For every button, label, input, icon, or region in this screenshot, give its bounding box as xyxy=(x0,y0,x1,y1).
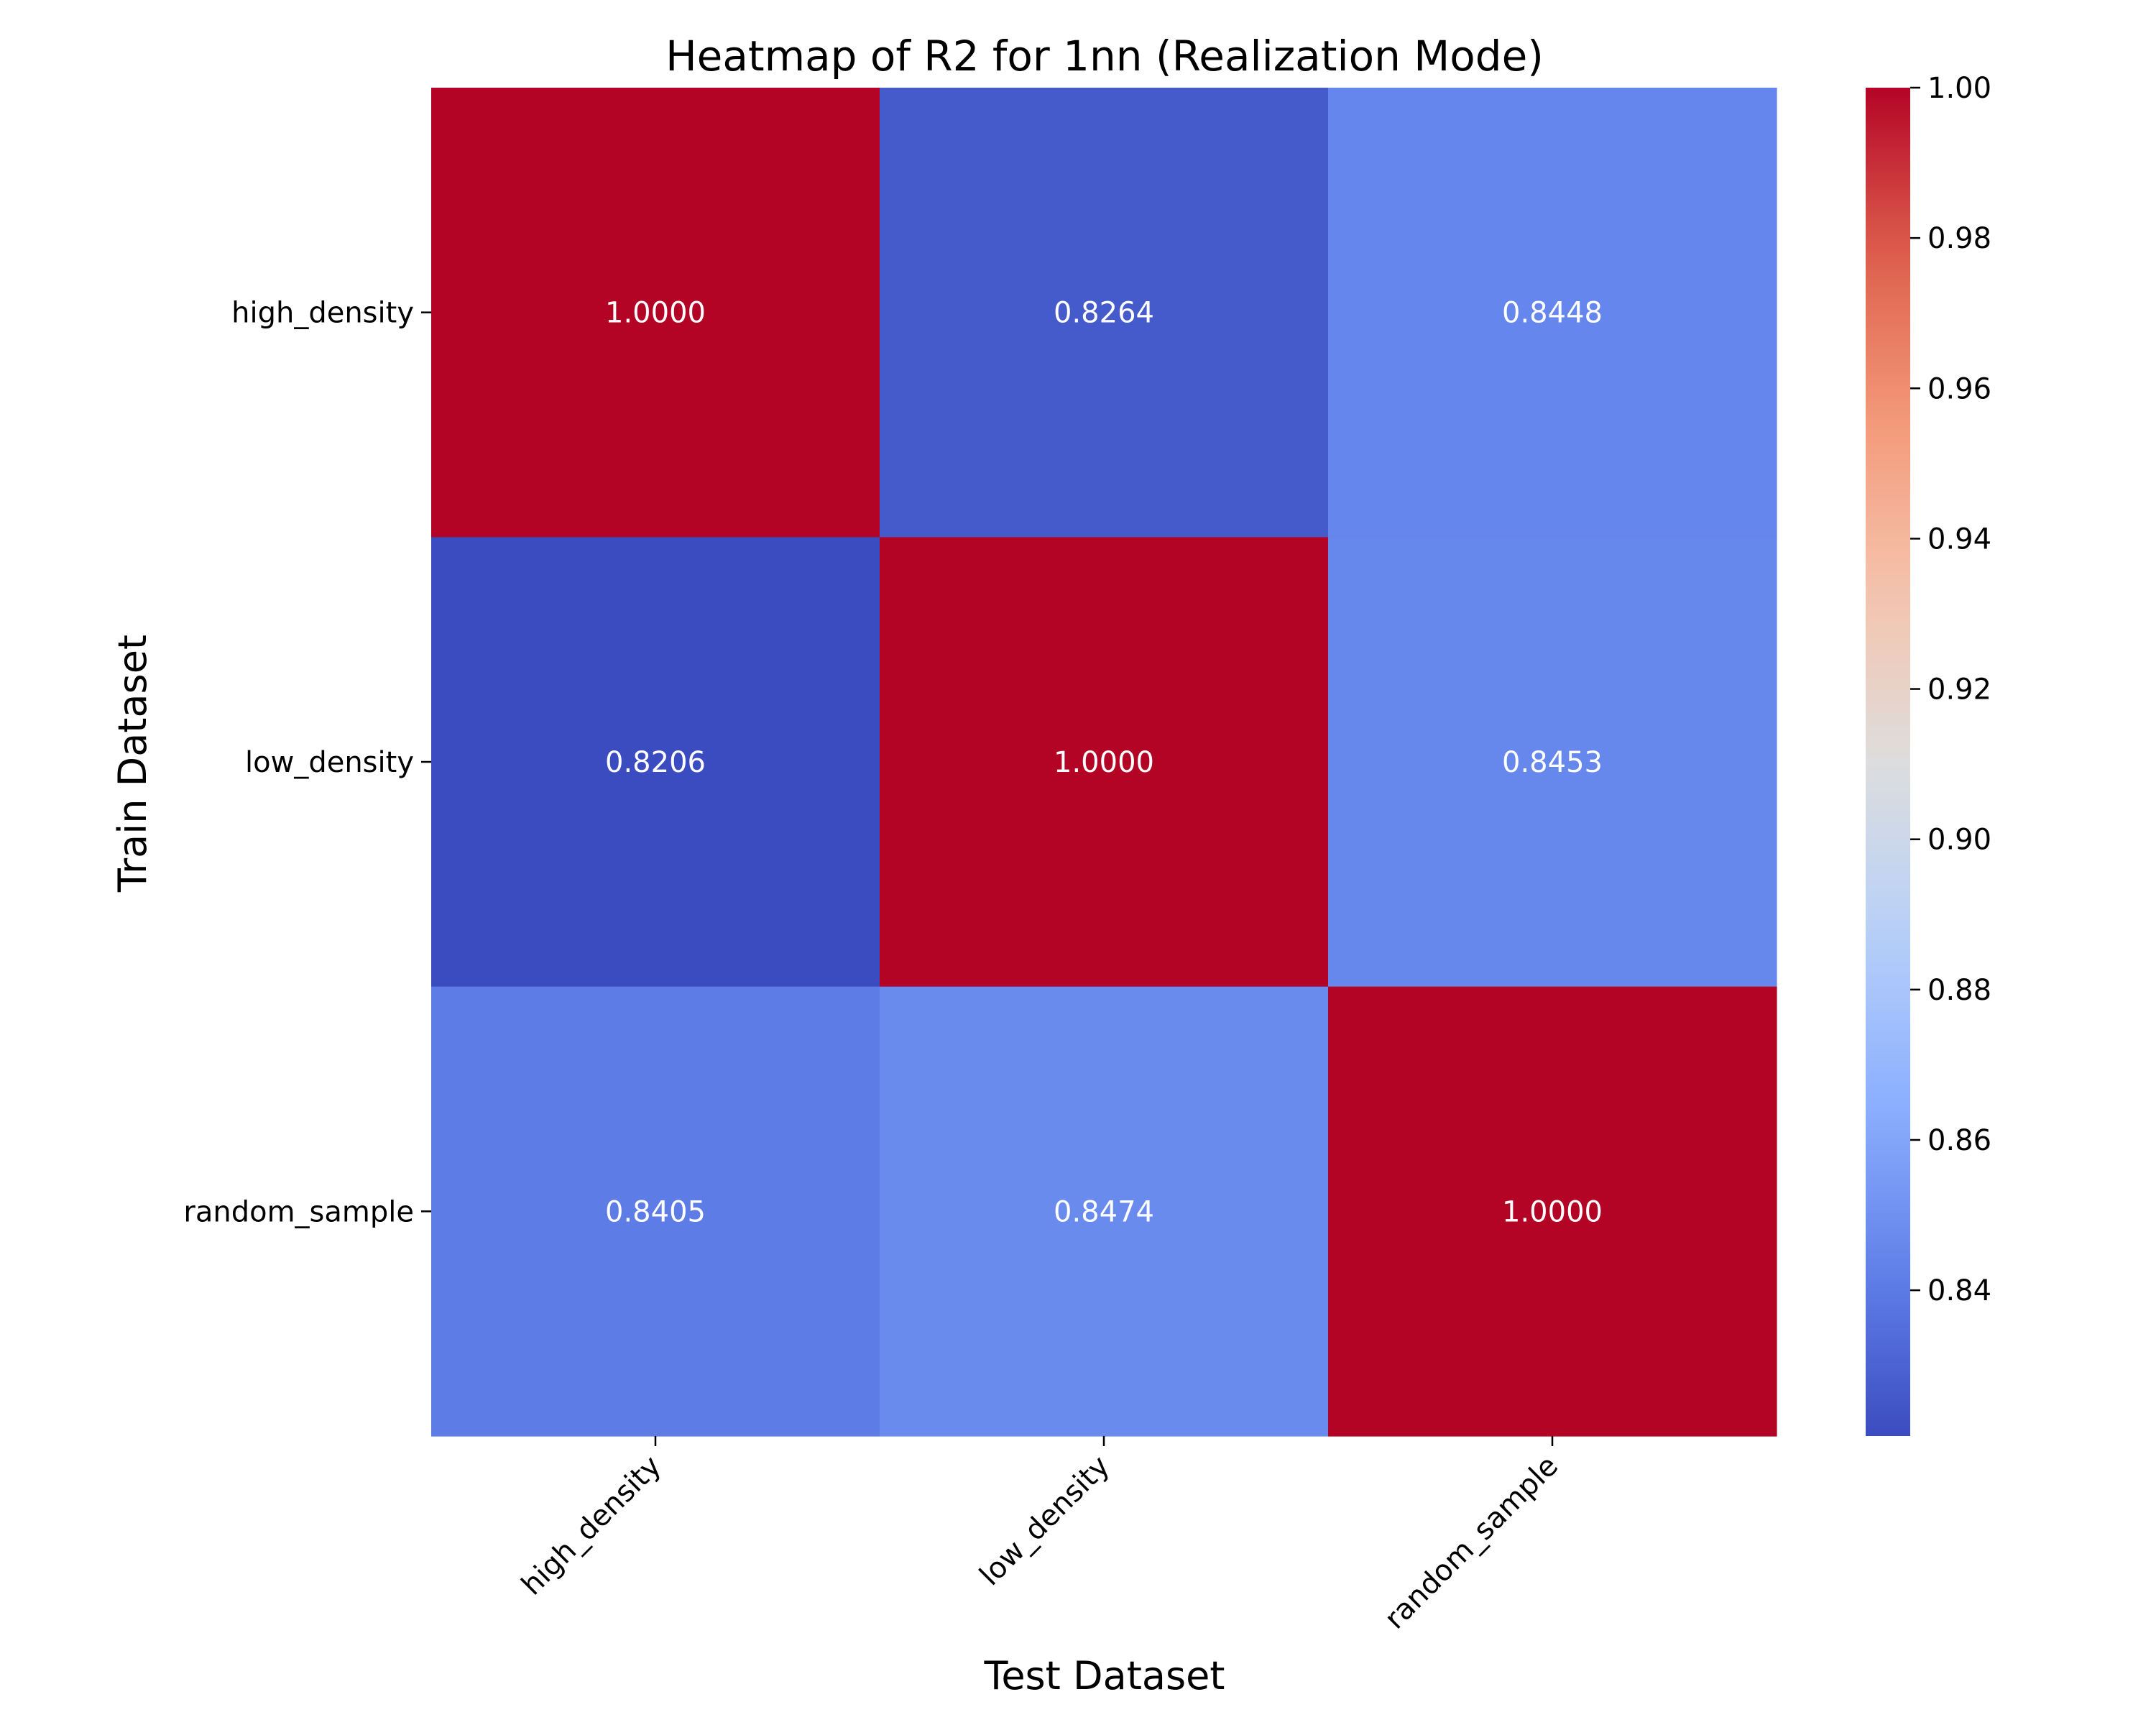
heatmap-cell xyxy=(880,537,1329,988)
heatmap-cell xyxy=(880,986,1329,1437)
cell-value-label: 0.8448 xyxy=(1502,297,1603,330)
colorbar-tick-label: 0.96 xyxy=(1927,372,1991,405)
heatmap-cell xyxy=(431,537,880,988)
cell-value-label: 0.8474 xyxy=(1054,1195,1154,1228)
chart-title: Heatmap of R2 for 1nn (Realization Mode) xyxy=(665,32,1544,80)
cell-value-label: 1.0000 xyxy=(1502,1195,1603,1228)
cell-value-label: 0.8264 xyxy=(1054,297,1154,330)
y-axis-ticks: high_density low_density random_sample xyxy=(183,297,431,1228)
colorbar-tick-label: 0.92 xyxy=(1927,673,1991,707)
x-axis-ticks: high_density low_density random_sample xyxy=(515,1436,1565,1636)
colorbar xyxy=(1866,88,1910,1436)
y-tick-label: low_density xyxy=(245,746,414,779)
colorbar-tick-label: 0.90 xyxy=(1927,824,1991,857)
x-tick-label: low_density xyxy=(973,1450,1116,1593)
colorbar-tick-label: 0.86 xyxy=(1927,1124,1991,1157)
heatmap-cell xyxy=(431,88,880,538)
colorbar-tick-label: 0.94 xyxy=(1927,523,1991,556)
y-axis-label: Train Dataset xyxy=(110,635,155,893)
cell-value-label: 1.0000 xyxy=(1054,746,1154,779)
heatmap-cell xyxy=(431,986,880,1437)
cell-value-label: 0.8453 xyxy=(1502,746,1603,779)
heatmap-cell xyxy=(1328,88,1777,538)
colorbar-tick-label: 0.88 xyxy=(1927,974,1991,1007)
cell-value-label: 0.8405 xyxy=(605,1195,706,1228)
x-tick-label: high_density xyxy=(515,1450,668,1602)
x-axis-label: Test Dataset xyxy=(984,1653,1225,1698)
heatmap-cell-labels: 1.0000 0.8264 0.8448 0.8206 1.0000 0.8453 0.84… xyxy=(605,297,1603,1229)
x-tick-label: random_sample xyxy=(1378,1450,1565,1636)
cell-value-label: 0.8206 xyxy=(605,746,706,779)
cell-value-label: 1.0000 xyxy=(605,297,706,330)
heatmap-cell xyxy=(1328,986,1777,1437)
y-tick-label: random_sample xyxy=(183,1195,414,1228)
heatmap-cell xyxy=(1328,537,1777,988)
colorbar-tick-label: 1.00 xyxy=(1927,72,1991,105)
colorbar-tick-label: 0.98 xyxy=(1927,222,1991,255)
y-tick-label: high_density xyxy=(231,297,414,330)
heatmap-cells xyxy=(431,88,1777,1437)
heatmap-cell xyxy=(880,88,1329,538)
colorbar-ticks: 0.84 0.86 0.88 0.90 0.92 0.94 0.96 0.98 1.00 xyxy=(1910,72,1991,1307)
colorbar-tick-label: 0.84 xyxy=(1927,1274,1991,1307)
